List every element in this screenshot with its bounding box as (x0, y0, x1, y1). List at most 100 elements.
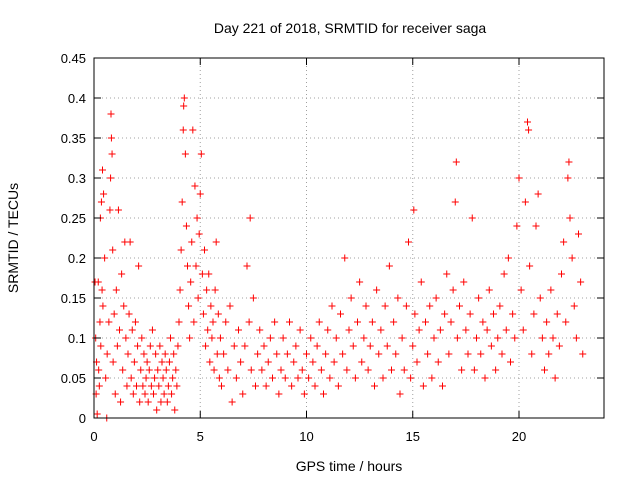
data-point (168, 390, 176, 398)
data-point (161, 350, 169, 358)
data-point (525, 126, 533, 134)
data-point (173, 382, 181, 390)
y-axis-label: SRMTID / TECUs (5, 183, 21, 293)
data-point (214, 310, 222, 318)
data-point (150, 390, 157, 398)
data-point (513, 222, 521, 230)
data-point (94, 278, 102, 286)
data-point (507, 358, 514, 366)
data-point (190, 318, 198, 326)
data-point (528, 350, 536, 358)
data-point (292, 342, 300, 350)
data-point (553, 310, 561, 318)
data-point (249, 294, 257, 302)
y-tick-label: 0.3 (68, 171, 86, 186)
data-point (298, 366, 306, 374)
y-tick-label: 0.4 (68, 91, 86, 106)
data-point (256, 326, 264, 334)
data-point (366, 342, 374, 350)
x-axis-label: GPS time / hours (296, 458, 403, 474)
data-point (502, 326, 510, 334)
data-point (377, 326, 385, 334)
data-point (129, 390, 137, 398)
data-point (179, 126, 187, 134)
data-point (176, 286, 184, 294)
data-point (146, 342, 154, 350)
data-point (196, 190, 204, 198)
data-point (108, 150, 116, 158)
data-point (536, 294, 544, 302)
data-point (174, 342, 182, 350)
data-point (170, 350, 178, 358)
data-point (485, 286, 493, 294)
data-point (180, 102, 188, 110)
axis-ticks: 0 0.05 0.1 0.15 0.2 0.25 0.3 0.35 0.4 0.45 0 5 10 15 2… (61, 51, 604, 444)
data-point (577, 278, 585, 286)
y-tick-label: 0.35 (61, 131, 86, 146)
data-point (220, 350, 228, 358)
data-point (107, 134, 115, 142)
x-tick-label: 0 (90, 429, 97, 444)
data-point (207, 302, 215, 310)
data-point (324, 326, 332, 334)
data-point (228, 398, 236, 406)
data-point (172, 366, 180, 374)
data-point (180, 94, 188, 102)
data-point (305, 374, 313, 382)
data-point (97, 342, 105, 350)
data-point (273, 350, 281, 358)
data-point (99, 166, 106, 174)
data-point (341, 254, 349, 262)
data-point (124, 350, 132, 358)
data-point (269, 374, 276, 382)
data-point (106, 206, 114, 214)
data-point (565, 158, 573, 166)
data-point (140, 350, 148, 358)
data-point (279, 334, 287, 342)
data-point (194, 294, 202, 302)
data-points (91, 94, 587, 422)
data-point (517, 286, 525, 294)
data-point (396, 390, 404, 398)
data-point (300, 390, 308, 398)
data-point (260, 342, 268, 350)
data-point (462, 326, 470, 334)
data-point (381, 302, 389, 310)
y-tick-label: 0.2 (68, 251, 86, 266)
data-point (326, 374, 334, 382)
data-point (398, 334, 406, 342)
data-point (434, 358, 442, 366)
data-point (532, 222, 540, 230)
data-point (243, 262, 251, 270)
data-point (456, 302, 463, 310)
data-point (151, 374, 159, 382)
data-point (570, 302, 578, 310)
data-point (383, 342, 391, 350)
data-point (143, 358, 151, 366)
y-tick-label: 0.15 (61, 291, 86, 306)
data-point (436, 326, 444, 334)
data-point (198, 270, 206, 278)
data-point (334, 382, 342, 390)
data-point (211, 286, 219, 294)
data-point (262, 382, 270, 390)
data-point (343, 366, 351, 374)
data-point (568, 254, 576, 262)
data-point (193, 214, 201, 222)
data-point (188, 238, 196, 246)
data-point (547, 286, 555, 294)
data-point (113, 342, 121, 350)
data-point (116, 326, 123, 334)
data-point (320, 390, 327, 398)
data-point (360, 334, 368, 342)
data-point (112, 286, 120, 294)
grid-lines (94, 58, 604, 418)
data-point (419, 382, 427, 390)
data-point (575, 230, 582, 238)
data-point (337, 310, 344, 318)
x-tick-label: 15 (406, 429, 420, 444)
data-point (460, 278, 468, 286)
data-point (163, 398, 171, 406)
data-point (275, 390, 283, 398)
data-point (258, 366, 266, 374)
